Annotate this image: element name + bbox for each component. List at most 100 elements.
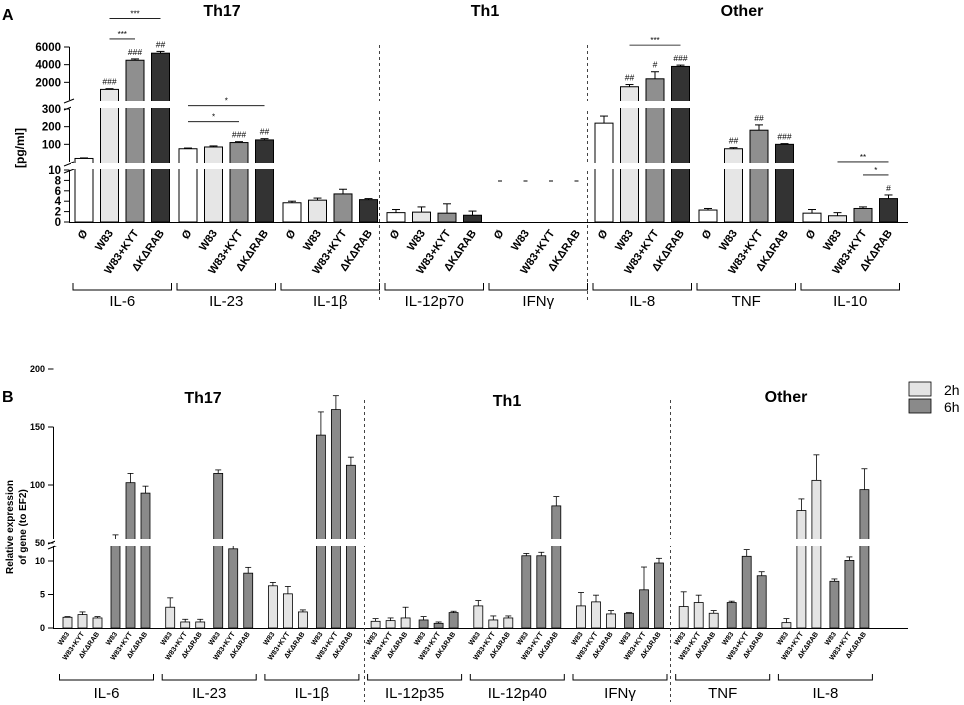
panel-a-ylabel: [pg/ml] bbox=[13, 128, 27, 168]
panel-b-ylabel-line1: Relative expression bbox=[5, 480, 16, 574]
panel-b-category-bracket bbox=[777, 674, 873, 681]
panel-a-category-bracket bbox=[280, 283, 380, 291]
panel-b-bar bbox=[180, 621, 191, 629]
panel-a-y-tick-label: 0 bbox=[55, 217, 61, 229]
panel-a-break-gap-upper bbox=[71, 101, 911, 108]
panel-a-comparison-star: *** bbox=[650, 36, 659, 45]
panel-b-bar bbox=[400, 617, 411, 629]
panel-a-bar bbox=[308, 199, 327, 223]
panel-b-bar bbox=[62, 616, 73, 629]
panel-b-bar bbox=[859, 489, 870, 629]
panel-b-bar bbox=[297, 611, 308, 629]
panel-b-legend: 2h 6h bbox=[908, 381, 960, 415]
panel-b-bar bbox=[606, 613, 616, 629]
panel-b-y-axis bbox=[47, 427, 59, 628]
panel-b-bar bbox=[385, 620, 396, 629]
panel-b-bar bbox=[330, 409, 341, 629]
panel-a-header-th17: Th17 bbox=[203, 3, 240, 20]
panel-b-bar bbox=[811, 479, 822, 629]
panel-a-category-label: IL-23 bbox=[209, 293, 243, 310]
panel-b-category-label: IL-8 bbox=[812, 685, 838, 702]
panel-a-bar bbox=[775, 143, 794, 223]
panel-a-y-tick-label: 6 bbox=[55, 186, 61, 198]
panel-b-category-label: IL-6 bbox=[94, 685, 120, 702]
panel-a-header-other: Other bbox=[721, 3, 764, 20]
panel-a-category-bracket bbox=[384, 283, 484, 291]
legend-6h-swatch bbox=[908, 398, 932, 414]
panel-b-x-tick-label: W83 bbox=[824, 631, 838, 647]
panel-a-bar bbox=[412, 211, 431, 223]
panel-b-bar bbox=[741, 555, 752, 629]
panel-b-bar bbox=[488, 619, 499, 629]
panel-a-header-th1: Th1 bbox=[471, 3, 500, 20]
panel-a-category-label: IL-1β bbox=[313, 293, 348, 310]
panel-b-category-label: IL-12p40 bbox=[488, 685, 547, 702]
panel-b-category-bracket bbox=[469, 674, 565, 681]
panel-b-bar bbox=[503, 617, 514, 629]
panel-b-x-tick-label: W83 bbox=[468, 631, 482, 647]
panel-b-y-tick-label: 150 bbox=[30, 422, 45, 432]
panel-b-bar bbox=[726, 602, 737, 629]
panel-a-bar bbox=[151, 52, 170, 223]
panel-a-category-bracket bbox=[72, 283, 172, 291]
panel-b-category-label: IL-23 bbox=[192, 685, 226, 702]
panel-b-bar bbox=[165, 606, 176, 629]
panel-b-header-th17: Th17 bbox=[184, 390, 221, 407]
panel-b-x-tick-label: W83 bbox=[571, 631, 585, 647]
panel-b-bar bbox=[708, 612, 719, 629]
panel-a-x-tick-label: W83 bbox=[509, 228, 532, 253]
panel-a-x-tick-label: Ø bbox=[804, 227, 819, 241]
panel-a-y-tick-label: 2000 bbox=[35, 77, 61, 89]
panel-a-category-label: IL-10 bbox=[833, 293, 867, 310]
panel-a-sig-mark: ## bbox=[156, 39, 166, 49]
panel-a-sig-mark: ## bbox=[260, 127, 270, 137]
panel-b-bar bbox=[243, 572, 254, 629]
panel-a-y-tick-label: 4000 bbox=[35, 60, 61, 72]
panel-a-category-label: IL-6 bbox=[109, 293, 135, 310]
panel-a-x-tick-label: Ø bbox=[700, 227, 715, 241]
panel-b-bar bbox=[345, 464, 356, 629]
legend-6h-label: 6h bbox=[944, 399, 960, 415]
panel-a-comparison-star: * bbox=[212, 113, 215, 122]
panel-a-bar bbox=[229, 142, 249, 223]
panel-b-bar bbox=[282, 593, 293, 629]
panel-a-sig-mark: ### bbox=[102, 77, 116, 87]
panel-b-x-tick-label: W83 bbox=[311, 631, 325, 647]
panel-a-y-tick-label: 10 bbox=[48, 165, 61, 177]
legend-2h-label: 2h bbox=[944, 382, 960, 398]
panel-a-category-label: IFNγ bbox=[522, 293, 554, 310]
panel-a-comparison-star: * bbox=[874, 166, 877, 175]
panel-a-category-brackets: IL-6 IL-23 IL-1β IL-12p70 IFNγ IL-8 TNF IL-10 bbox=[72, 283, 900, 310]
panel-a-category-bracket bbox=[592, 283, 692, 291]
panel-b-header-other: Other bbox=[765, 389, 808, 406]
panel-b-bar bbox=[195, 621, 206, 629]
panel-a-x-tick-label: Ø bbox=[596, 227, 611, 241]
panel-a-y-tick-label: 300 bbox=[42, 104, 61, 116]
panel-a-x-tick-label: Ø bbox=[180, 227, 195, 241]
panel-a-axis-break-gaps bbox=[71, 101, 911, 169]
panel-a-comparison-star: ** bbox=[860, 153, 866, 162]
panel-a-sig-mark: ## bbox=[625, 73, 635, 83]
panel-a-x-tick-label: Ø bbox=[76, 227, 91, 241]
panel-b-category-bracket bbox=[264, 674, 360, 681]
panel-a-comparison-brackets: ************** bbox=[109, 9, 889, 176]
legend-2h-swatch bbox=[908, 381, 932, 397]
panel-b-y-tick-label: 10 bbox=[35, 556, 45, 566]
panel-b-category-label: IL-12p35 bbox=[385, 685, 444, 702]
panel-b-bar bbox=[678, 606, 689, 629]
panel-b-bar bbox=[796, 510, 807, 629]
panel-a-x-tick-label: W83 bbox=[197, 228, 220, 253]
panel-b-break-gap bbox=[55, 539, 910, 546]
panel-b-category-bracket bbox=[572, 674, 668, 681]
panel-b-bar bbox=[591, 601, 601, 629]
panel-a-bar bbox=[204, 146, 223, 223]
panel-b-bar bbox=[110, 539, 121, 629]
panel-b-bar bbox=[418, 619, 429, 629]
panel-a-sig-mark: ### bbox=[673, 53, 687, 63]
panel-b-bar bbox=[77, 614, 88, 629]
panel-b-bar bbox=[639, 589, 649, 629]
panel-a-bar bbox=[698, 209, 718, 223]
panel-b-bar bbox=[756, 575, 767, 629]
panel-b-category-bracket bbox=[367, 674, 463, 681]
